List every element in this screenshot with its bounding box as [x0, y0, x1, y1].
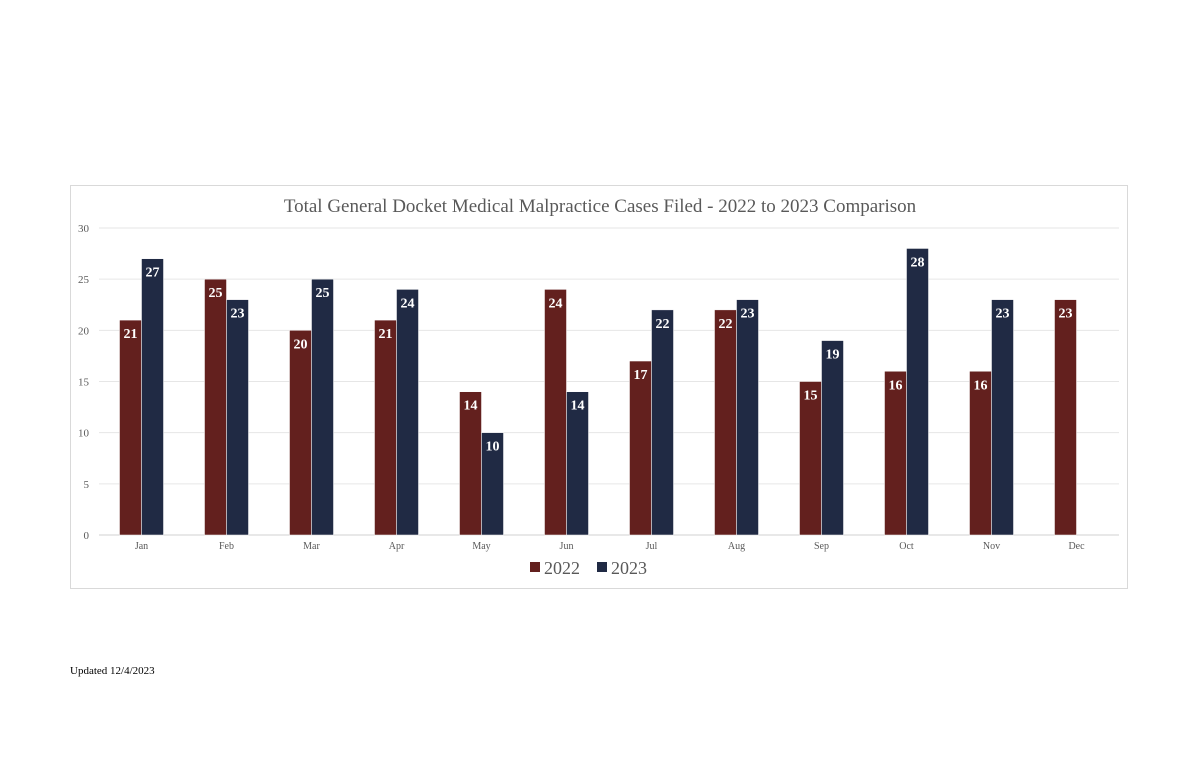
- x-tick-label: Feb: [219, 541, 234, 552]
- chart-container: Total General Docket Medical Malpractice…: [70, 185, 1128, 589]
- x-tick-label: Jul: [646, 541, 658, 552]
- y-tick-label: 15: [78, 377, 90, 389]
- data-label: 16: [974, 378, 988, 393]
- bar-2022-sep: [799, 381, 822, 536]
- data-label: 19: [826, 348, 840, 363]
- data-label: 10: [486, 440, 500, 455]
- data-label: 14: [571, 399, 585, 414]
- data-label: 21: [379, 327, 393, 342]
- data-label: 25: [209, 286, 223, 301]
- updated-note: Updated 12/4/2023: [70, 665, 155, 677]
- bar-2023-feb: [226, 299, 249, 536]
- y-tick-label: 0: [84, 530, 90, 542]
- legend-swatch-2022: [530, 562, 540, 572]
- x-tick-label: Apr: [389, 541, 405, 552]
- bar-2023-sep: [821, 340, 844, 536]
- x-tick-label: May: [472, 541, 490, 552]
- data-label: 22: [656, 317, 670, 332]
- x-tick-label: Mar: [303, 541, 320, 552]
- bar-2023-aug: [736, 299, 759, 536]
- bar-2022-apr: [374, 319, 397, 536]
- legend: 2022 2023: [530, 558, 647, 578]
- data-label: 22: [719, 317, 733, 332]
- bar-2022-feb: [204, 278, 227, 536]
- y-tick-label: 25: [78, 274, 90, 286]
- bar-2023-jan: [141, 258, 164, 536]
- bar-2023-jun: [566, 391, 589, 536]
- y-tick-label: 10: [78, 428, 90, 440]
- x-tick-label: Jun: [560, 541, 574, 552]
- data-label: 27: [146, 266, 160, 281]
- legend-swatch-2023: [597, 562, 607, 572]
- bar-2023-jul: [651, 309, 674, 536]
- x-tick-label: Aug: [728, 541, 745, 552]
- bar-2023-oct: [906, 248, 929, 536]
- y-tick-label: 20: [78, 325, 90, 337]
- x-tick-label: Sep: [814, 541, 829, 552]
- data-label: 17: [634, 368, 648, 383]
- bar-2022-oct: [884, 371, 907, 536]
- y-tick-label: 5: [84, 479, 90, 491]
- data-label: 16: [889, 378, 903, 393]
- x-tick-label: Dec: [1068, 541, 1085, 552]
- chart-title: Total General Docket Medical Malpractice…: [284, 196, 917, 217]
- y-tick-label: 30: [78, 223, 90, 235]
- bar-2022-aug: [714, 309, 737, 536]
- data-label: 23: [1059, 307, 1073, 322]
- data-label: 24: [549, 296, 563, 311]
- bar-2023-nov: [991, 299, 1014, 536]
- bar-2022-dec: [1054, 299, 1077, 536]
- bar-2022-jun: [544, 289, 567, 536]
- data-label: 28: [911, 255, 925, 270]
- bar-2023-may: [481, 432, 504, 536]
- data-label: 14: [464, 399, 478, 414]
- data-label: 23: [741, 307, 755, 322]
- x-tick-label: Oct: [899, 541, 914, 552]
- bars: [119, 248, 1077, 536]
- y-axis-ticks: 0 5 10 15 20 25 30: [78, 223, 90, 542]
- bar-2022-jan: [119, 319, 142, 536]
- data-label: 23: [231, 307, 245, 322]
- bar-2022-nov: [969, 371, 992, 536]
- legend-label-2022: 2022: [544, 558, 580, 578]
- x-tick-label: Nov: [983, 541, 1000, 552]
- data-label: 23: [996, 307, 1010, 322]
- legend-label-2023: 2023: [611, 558, 647, 578]
- data-label: 25: [316, 286, 330, 301]
- x-tick-label: Jan: [135, 541, 148, 552]
- data-label: 20: [294, 337, 308, 352]
- bar-chart: Total General Docket Medical Malpractice…: [78, 196, 1119, 578]
- bar-2022-mar: [289, 330, 312, 536]
- data-label: 24: [401, 296, 415, 311]
- bar-2023-mar: [311, 278, 334, 536]
- gridlines: [99, 227, 1119, 536]
- data-label: 15: [804, 389, 818, 404]
- x-axis-categories: Jan Feb Mar Apr May Jun Jul Aug Sep Oct Nov Dec: [135, 541, 1085, 552]
- bar-2022-jul: [629, 360, 652, 536]
- bar-2023-apr: [396, 289, 419, 536]
- data-labels: 21 27 25 23 20 25 21 24 14 10 24 14 17 22 22 23 15 19 16 28…: [124, 255, 1073, 454]
- data-label: 21: [124, 327, 138, 342]
